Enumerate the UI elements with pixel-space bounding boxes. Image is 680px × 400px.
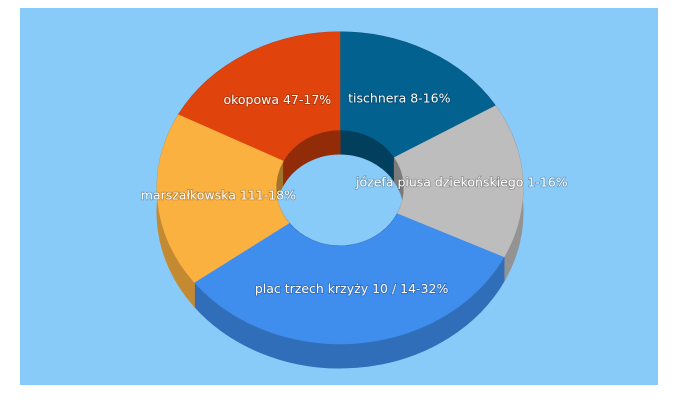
slice-label: marszałkowska 111-18%: [141, 188, 296, 203]
slice-label: okopowa 47-17%: [223, 92, 331, 107]
slice-label: plac trzech krzyży 10 / 14-32%: [255, 281, 449, 296]
slice-label: józefa piusa dziekońskiego 1-16%: [355, 175, 568, 190]
slice-label: tischnera 8-16%: [348, 90, 450, 105]
slice: [193, 213, 505, 345]
slice: [339, 31, 496, 158]
slices: [156, 31, 524, 345]
slice: [156, 114, 290, 283]
slice: [178, 31, 341, 161]
slice: [394, 105, 524, 258]
labels: tischnera 8-16% józefa piusa dziekońskieg…: [140, 90, 569, 297]
